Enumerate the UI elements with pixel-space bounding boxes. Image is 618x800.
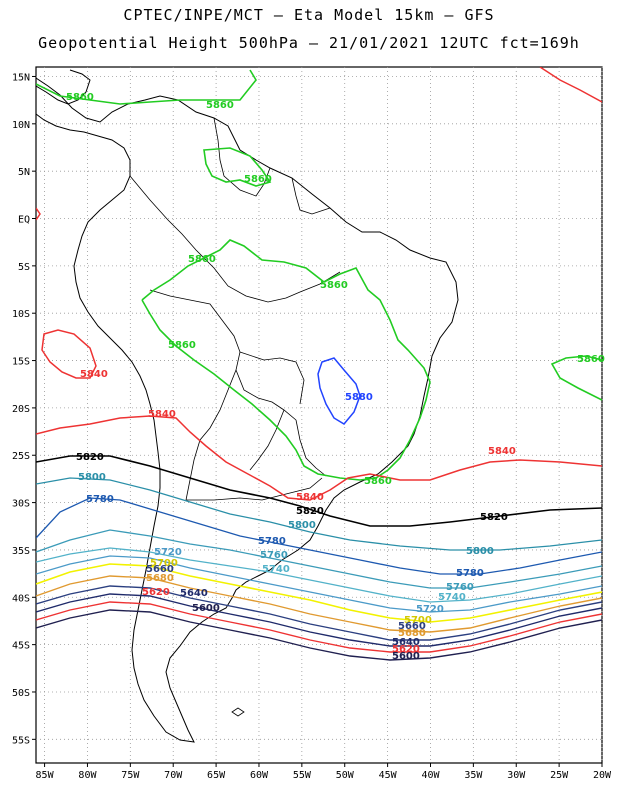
lat-label: 55S xyxy=(12,735,30,746)
contour-label-5720: 5720 xyxy=(416,604,444,615)
contour-label-5620: 5620 xyxy=(392,644,420,655)
lon-label: 35W xyxy=(464,770,483,781)
lat-label: 20S xyxy=(12,404,30,415)
falkland-islands xyxy=(231,707,245,717)
lat-label: 10S xyxy=(12,309,30,320)
contour-5880-loop xyxy=(317,357,361,425)
contour-label-5820: 5820 xyxy=(76,452,104,463)
contour-label-5760: 5760 xyxy=(446,582,474,593)
contour-label-5800: 5800 xyxy=(78,472,106,483)
contour-5700 xyxy=(36,563,602,623)
contour-5660 xyxy=(36,585,602,641)
contour-label-group: 5860 5860 5860 5860 5860 5860 5860 5860 … xyxy=(66,92,605,662)
contour-5740 xyxy=(36,547,602,603)
lat-label: 5S xyxy=(18,262,30,273)
contour-label-5600: 5600 xyxy=(392,651,420,662)
contour-label-5780: 5780 xyxy=(86,494,114,505)
contour-5800 xyxy=(36,477,602,551)
map-title-line2: Geopotential Height 500hPa – 21/01/2021 … xyxy=(38,34,580,52)
contour-label-5860: 5860 xyxy=(320,280,348,291)
lon-label: 55W xyxy=(293,770,312,781)
contour-label-5720: 5720 xyxy=(154,547,182,558)
contour-label-5740: 5740 xyxy=(262,564,290,575)
lon-label: 75W xyxy=(121,770,140,781)
lat-label: 10N xyxy=(12,120,30,131)
contour-label-5640: 5640 xyxy=(392,637,420,648)
contour-label-5700: 5700 xyxy=(404,615,432,626)
contour-5840-main xyxy=(36,415,602,501)
contour-label-5620: 5620 xyxy=(142,587,170,598)
lat-label: 15S xyxy=(12,357,30,368)
contour-label-5760: 5760 xyxy=(260,550,288,561)
lon-label: 20W xyxy=(593,770,612,781)
contour-5860-atlantic xyxy=(550,355,602,401)
contour-label-5740: 5740 xyxy=(438,592,466,603)
contour-5680 xyxy=(36,575,602,633)
lon-label: 70W xyxy=(164,770,183,781)
map-title-line1: CPTEC/INPE/MCT – Eta Model 15km – GFS xyxy=(123,6,495,24)
contour-label-5800: 5800 xyxy=(466,546,494,557)
lon-label: 40W xyxy=(421,770,440,781)
contour-5860-amazon-loop xyxy=(203,147,272,187)
contour-label-5860: 5860 xyxy=(206,100,234,111)
contour-label-5780: 5780 xyxy=(456,568,484,579)
graticule xyxy=(36,67,603,763)
contour-label-5880: 5880 xyxy=(345,392,373,403)
contour-label-5800: 5800 xyxy=(288,520,316,531)
contour-label-5860: 5860 xyxy=(66,92,94,103)
lat-label: 45S xyxy=(12,641,30,652)
contour-5600 xyxy=(36,609,602,661)
lat-label: 30S xyxy=(12,499,30,510)
contour-5620 xyxy=(36,601,602,653)
lat-label: 5N xyxy=(18,167,30,178)
contour-label-5600: 5600 xyxy=(192,603,220,614)
contour-label-5660: 5660 xyxy=(146,564,174,575)
contour-5840-ne-corner xyxy=(539,67,602,103)
contour-label-5700: 5700 xyxy=(150,558,178,569)
contour-5860-main xyxy=(36,69,431,481)
contour-label-5680: 5680 xyxy=(398,628,426,639)
lat-label: 50S xyxy=(12,688,30,699)
contour-label-5780: 5780 xyxy=(258,536,286,547)
contour-5720 xyxy=(36,555,602,613)
contour-5820 xyxy=(36,455,602,527)
lat-label: 25S xyxy=(12,451,30,462)
contour-label-5840: 5840 xyxy=(80,369,108,380)
lon-label: 30W xyxy=(507,770,526,781)
lon-label: 45W xyxy=(379,770,398,781)
contour-label-5860: 5860 xyxy=(244,174,272,185)
central-america-coastline xyxy=(36,69,91,105)
contour-label-5640: 5640 xyxy=(180,588,208,599)
contour-label-5820: 5820 xyxy=(480,512,508,523)
contour-label-5860: 5860 xyxy=(188,254,216,265)
contour-label-5860: 5860 xyxy=(364,476,392,487)
contour-label-5660: 5660 xyxy=(398,621,426,632)
lon-label: 85W xyxy=(36,770,55,781)
contour-label-5840: 5840 xyxy=(148,409,176,420)
lat-label: 40S xyxy=(12,593,30,604)
contour-label-5680: 5680 xyxy=(146,573,174,584)
contour-5760 xyxy=(36,529,602,589)
lon-label: 50W xyxy=(336,770,355,781)
contour-5840-pacific-loop xyxy=(41,329,97,379)
contour-5840-left-edge xyxy=(36,207,41,221)
lon-label: 25W xyxy=(550,770,569,781)
axis-labels: 85W 80W 75W 70W 65W 60W 55W 50W 45W 40W 35W 30W 25W 2… xyxy=(12,72,612,781)
lat-label: EQ xyxy=(18,215,30,226)
contour-label-5840: 5840 xyxy=(488,446,516,457)
contour-label-5860: 5860 xyxy=(168,340,196,351)
contour-5640 xyxy=(36,593,602,647)
lon-label: 60W xyxy=(250,770,269,781)
lon-label: 65W xyxy=(207,770,226,781)
contour-5780 xyxy=(36,497,602,575)
contour-label-5840: 5840 xyxy=(296,492,324,503)
south-america-coastline xyxy=(36,77,459,743)
contour-lines xyxy=(36,67,602,661)
lon-label: 80W xyxy=(78,770,97,781)
lat-label: 35S xyxy=(12,546,30,557)
contour-label-5860: 5860 xyxy=(577,354,605,365)
lat-label: 15N xyxy=(12,72,30,83)
contour-label-5820: 5820 xyxy=(296,506,324,517)
